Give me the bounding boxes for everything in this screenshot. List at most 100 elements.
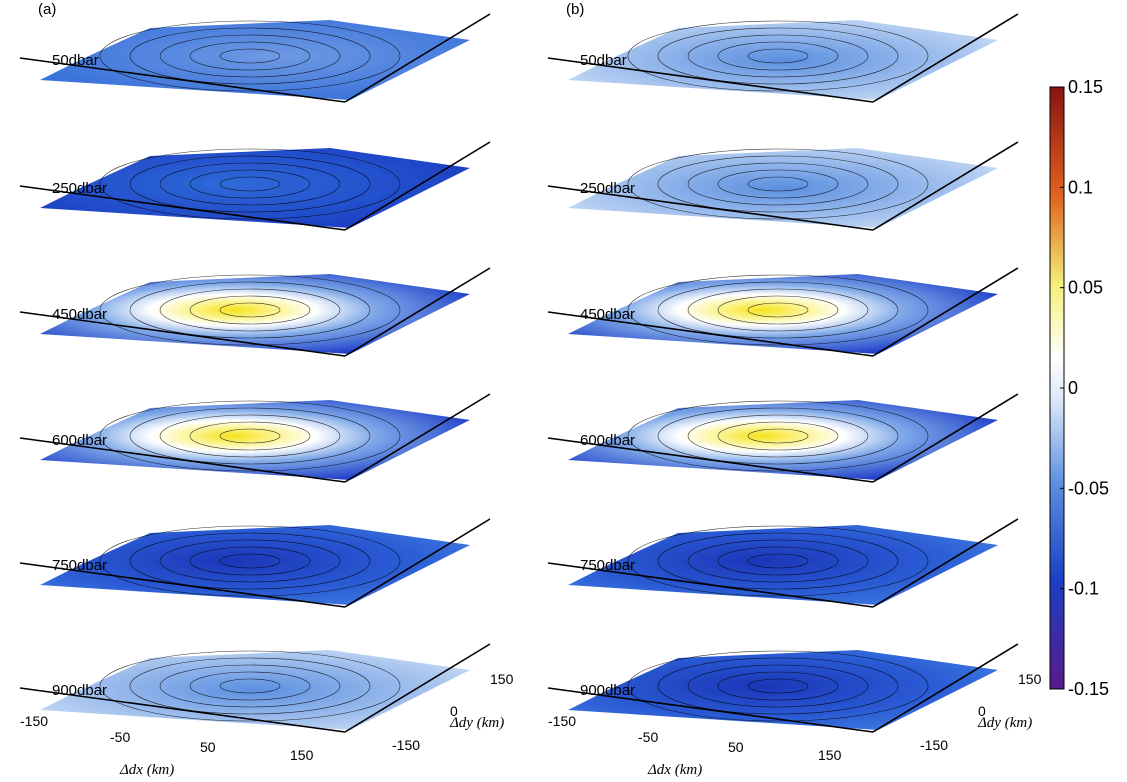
slice-surface: [568, 274, 998, 354]
contour-line: [189, 671, 311, 701]
contour-line: [717, 169, 839, 199]
contour-line: [657, 407, 899, 465]
x-tick-label: -50: [110, 729, 130, 745]
level-slice: 450dbar: [19, 267, 491, 357]
slice-surface: [40, 525, 470, 605]
y-axis-line: [872, 267, 1019, 357]
contour-line: [687, 34, 869, 78]
colorbar-tick-label: -0.15: [1068, 679, 1109, 699]
x-tick-label: -50: [638, 729, 658, 745]
level-slice: 450dbar: [547, 267, 1019, 357]
x-axis-line: [547, 437, 874, 483]
contour-line: [189, 41, 311, 71]
y-axis-line: [344, 643, 491, 733]
x-tick-label: -150: [20, 713, 48, 729]
level-label: 50dbar: [52, 52, 99, 69]
level-slice: 600dbar: [547, 393, 1019, 483]
level-label: 900dbar: [52, 682, 107, 699]
colorbar-tick-label: 0.05: [1068, 278, 1103, 298]
contour-line: [747, 428, 809, 444]
contour-line: [129, 155, 371, 213]
x-axis-line: [19, 562, 346, 608]
contour-line: [129, 27, 371, 85]
level-slice: 50dbar: [547, 13, 1019, 103]
contour-line: [159, 664, 341, 708]
x-axis-line: [19, 437, 346, 483]
level-label: 750dbar: [52, 557, 107, 574]
contour-line: [159, 539, 341, 583]
level-slice: 600dbar: [19, 393, 491, 483]
y-axis-line: [872, 141, 1019, 231]
contour-line: [627, 525, 929, 597]
y-tick-label: 150: [490, 671, 514, 687]
contour-line: [657, 27, 899, 85]
contour-line: [129, 532, 371, 590]
level-slice: 750dbar: [547, 518, 1019, 608]
contour-line: [99, 20, 401, 92]
level-slice: 250dbar: [19, 141, 491, 231]
level-label: 250dbar: [52, 180, 107, 197]
colorbar-tick-label: -0.05: [1068, 478, 1109, 498]
contour-line: [747, 553, 809, 569]
contour-line: [219, 302, 281, 318]
x-axis-line: [547, 311, 874, 357]
y-axis-label: Δdy (km): [449, 715, 504, 731]
contour-line: [717, 41, 839, 71]
x-tick-label: 50: [728, 739, 744, 755]
contour-line: [687, 664, 869, 708]
x-axis-line: [547, 185, 874, 231]
axis-labels: -150 -50 50 150 150 0 -150 Δdx (km) Δdy (km): [548, 671, 1042, 778]
contour-line: [627, 400, 929, 472]
slice-surface: [40, 274, 470, 354]
colorbar-tick-label: 0: [1068, 378, 1078, 398]
contour-line: [657, 281, 899, 339]
contour-line: [687, 162, 869, 206]
y-axis-line: [344, 393, 491, 483]
level-slice: 250dbar: [547, 141, 1019, 231]
level-label: 900dbar: [580, 682, 635, 699]
x-axis-line: [19, 185, 346, 231]
y-tick-label: 0: [978, 703, 986, 719]
slice-surface: [40, 650, 470, 730]
level-label: 750dbar: [580, 557, 635, 574]
colorbar-tick-label: 0.15: [1068, 77, 1103, 97]
x-axis-line: [19, 687, 346, 733]
slice-surface: [40, 400, 470, 480]
y-tick-label: -150: [920, 737, 948, 753]
contour-line: [627, 274, 929, 346]
panel-label: (a): [38, 1, 56, 18]
contour-line: [657, 657, 899, 715]
colorbar-tick-label: 0.1: [1068, 177, 1093, 197]
contour-line: [747, 176, 809, 192]
level-label: 450dbar: [580, 306, 635, 323]
slice-surface: [40, 20, 470, 100]
panel-label: (b): [566, 1, 584, 18]
contour-line: [747, 678, 809, 694]
y-axis-line: [344, 518, 491, 608]
x-tick-label: -150: [548, 713, 576, 729]
slice-surface: [568, 20, 998, 100]
y-axis-line: [344, 13, 491, 103]
level-label: 50dbar: [580, 52, 627, 69]
panel-b: (b) 50dbar 250dbar 450dbar 600dbar 750dbar 900…: [547, 1, 1042, 778]
y-axis-line: [872, 518, 1019, 608]
level-label: 600dbar: [52, 432, 107, 449]
y-tick-label: 150: [1018, 671, 1042, 687]
contour-line: [627, 148, 929, 220]
axis-labels: -150 -50 50 150 150 0 -150 Δdx (km) Δdy (km): [20, 671, 514, 778]
contour-line: [627, 20, 929, 92]
slice-surface: [568, 650, 998, 730]
contour-line: [717, 546, 839, 576]
contour-line: [189, 421, 311, 451]
x-axis-line: [19, 311, 346, 357]
contour-line: [129, 281, 371, 339]
level-label: 250dbar: [580, 180, 635, 197]
x-axis-line: [547, 562, 874, 608]
y-axis-line: [872, 643, 1019, 733]
contour-line: [747, 48, 809, 64]
level-slice: 50dbar: [19, 13, 491, 103]
y-axis-line: [872, 393, 1019, 483]
slice-surface: [40, 148, 470, 228]
contour-line: [219, 428, 281, 444]
